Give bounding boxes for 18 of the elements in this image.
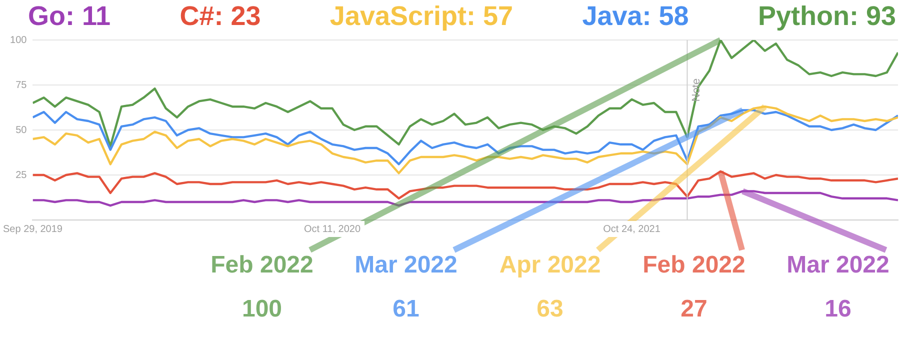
annotation: Mar 2022 16 [786, 252, 890, 323]
annotation: Mar 2022 61 [354, 252, 458, 323]
x-tick-label: Oct 24, 2021 [603, 224, 661, 235]
y-tick-label: 75 [16, 80, 28, 91]
y-tick-label: 25 [16, 170, 28, 181]
ref-line-label: Note [690, 78, 702, 102]
annotation: Feb 2022 27 [642, 252, 746, 323]
x-tick-label: Oct 11, 2020 [304, 224, 361, 235]
text: JavaScript: 57 [330, 0, 514, 31]
y-tick-label: 50 [16, 124, 28, 136]
text: C#: 23 [180, 0, 261, 31]
x-tick-label: Sep 29, 2019 [3, 224, 63, 235]
annotation: Apr 2022 63 [499, 252, 601, 323]
series-label: Python: 93 [758, 0, 896, 31]
text: Go: 11 [28, 0, 111, 31]
text: Java: 58 [582, 0, 689, 31]
y-tick-label: 100 [10, 34, 28, 46]
annotation: Feb 2022 100 [210, 252, 314, 323]
